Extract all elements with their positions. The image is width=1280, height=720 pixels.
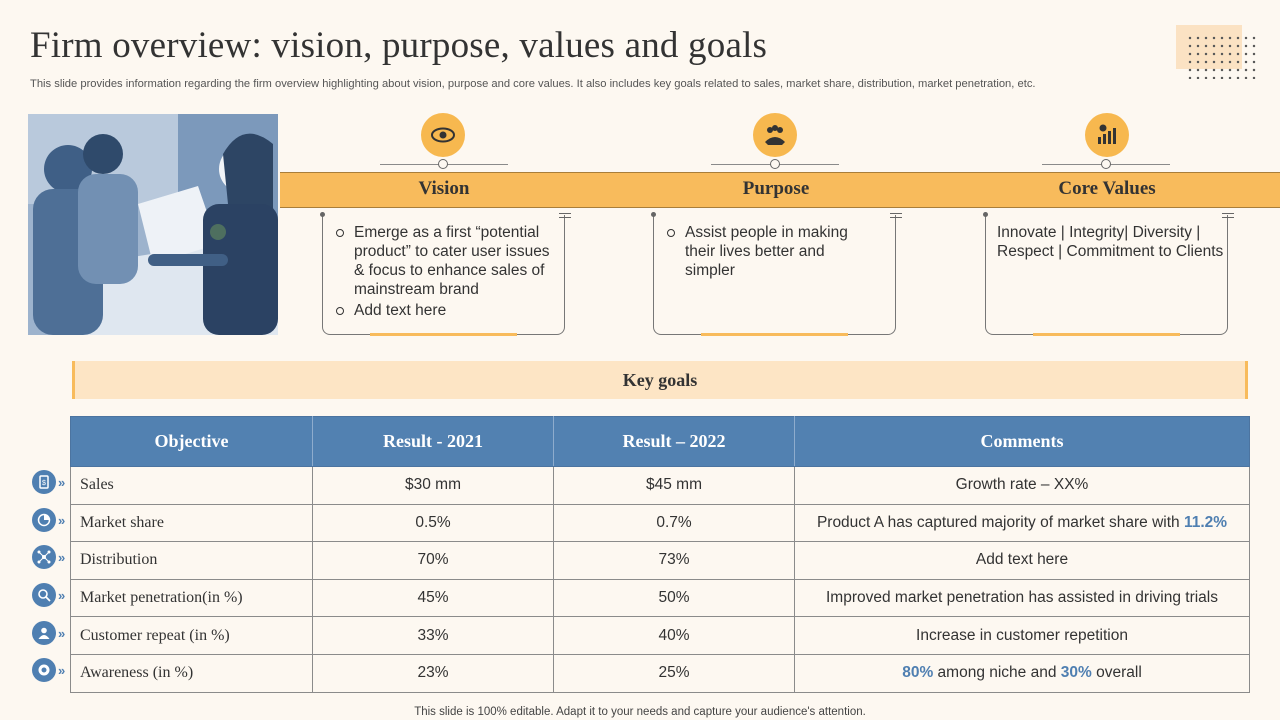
key-goals-table: Objective Result - 2021 Result – 2022 Co… xyxy=(70,416,1250,693)
header-objective: Objective xyxy=(70,416,313,467)
result-2022-cell: 50% xyxy=(553,578,795,618)
growth-chart-icon xyxy=(1085,113,1129,157)
magnifier-icon xyxy=(32,583,56,607)
objective-cell: Sales xyxy=(70,466,313,505)
eye-icon xyxy=(421,113,465,157)
stem-dot-vision xyxy=(438,159,448,169)
objective-cell: Customer repeat (in %) xyxy=(70,616,313,655)
distribution-icon xyxy=(32,545,56,569)
result-2021-cell: 70% xyxy=(312,541,554,580)
customer-icon xyxy=(32,621,56,645)
result-2022-cell: 40% xyxy=(553,616,795,655)
core-values-heading: Core Values xyxy=(1058,178,1156,199)
result-2021-cell: $30 mm xyxy=(312,466,554,505)
objective-cell: Market share xyxy=(70,503,313,543)
stem-dot-core-values xyxy=(1101,159,1111,169)
header-comments: Comments xyxy=(794,416,1250,467)
objective-cell: Distribution xyxy=(70,541,313,580)
comment-cell: 80% among niche and 30% overall xyxy=(794,653,1250,693)
chevron-right-icon: » xyxy=(58,588,66,603)
comment-cell: Product A has captured majority of marke… xyxy=(794,503,1250,543)
decorative-dots xyxy=(1176,25,1260,79)
result-2022-cell: $45 mm xyxy=(553,466,795,505)
objective-cell: Market penetration(in %) xyxy=(70,578,313,618)
result-2021-cell: 0.5% xyxy=(312,503,554,543)
table-row: Sales $30 mm $45 mm Growth rate – XX% xyxy=(70,466,1250,505)
chevron-right-icon: » xyxy=(58,663,66,678)
result-2022-cell: 25% xyxy=(553,653,795,693)
chevron-right-icon: » xyxy=(58,626,66,641)
vision-bullet-2: Add text here xyxy=(335,301,550,320)
purpose-card: Assist people in making their lives bett… xyxy=(651,212,902,336)
purpose-bullet-1: Assist people in making their lives bett… xyxy=(666,223,861,280)
key-goals-heading: Key goals xyxy=(72,361,1248,399)
core-values-card: Innovate | Integrity| Diversity | Respec… xyxy=(983,212,1234,336)
svg-text:$: $ xyxy=(42,480,46,487)
chevron-right-icon: » xyxy=(58,475,66,490)
comment-highlight: 30% xyxy=(1060,664,1092,682)
comment-cell: Add text here xyxy=(794,541,1250,580)
comment-text: overall xyxy=(1091,664,1142,682)
team-meeting-photo xyxy=(28,114,278,335)
comment-text: Product A has captured majority of marke… xyxy=(816,513,1184,531)
comment-cell: Growth rate – XX% xyxy=(794,466,1250,505)
comment-cell: Increase in customer repetition xyxy=(794,616,1250,655)
purpose-heading: Purpose xyxy=(742,178,810,199)
core-values-text: Innovate | Integrity| Diversity | Respec… xyxy=(997,224,1224,260)
result-2021-cell: 45% xyxy=(312,578,554,618)
stem-dot-purpose xyxy=(770,159,780,169)
comment-text: among niche and xyxy=(933,664,1061,682)
table-row: Market penetration(in %) 45% 50% Improve… xyxy=(70,578,1250,618)
sales-icon: $ xyxy=(32,470,56,494)
team-icon xyxy=(753,113,797,157)
table-row: Awareness (in %) 23% 25% 80% among niche… xyxy=(70,653,1250,693)
comment-cell: Improved market penetration has assisted… xyxy=(794,578,1250,618)
result-2022-cell: 73% xyxy=(553,541,795,580)
result-2021-cell: 23% xyxy=(312,653,554,693)
header-result-2022: Result – 2022 xyxy=(553,416,795,467)
comment-highlight: 11.2% xyxy=(1183,513,1228,531)
awareness-icon xyxy=(32,658,56,682)
vision-heading: Vision xyxy=(418,178,470,199)
market-share-icon xyxy=(32,508,56,532)
page-title: Firm overview: vision, purpose, values a… xyxy=(30,25,768,66)
vision-bullet-1: Emerge as a first “potential product” to… xyxy=(335,223,550,299)
page-subtitle: This slide provides information regardin… xyxy=(30,78,1036,90)
heading-band xyxy=(280,172,1280,208)
header-result-2021: Result - 2021 xyxy=(312,416,554,467)
table-row: Customer repeat (in %) 33% 40% Increase … xyxy=(70,616,1250,655)
table-row: Distribution 70% 73% Add text here xyxy=(70,541,1250,580)
objective-cell: Awareness (in %) xyxy=(70,653,313,693)
chevron-right-icon: » xyxy=(58,513,66,528)
result-2021-cell: 33% xyxy=(312,616,554,655)
result-2022-cell: 0.7% xyxy=(553,503,795,543)
chevron-right-icon: » xyxy=(58,550,66,565)
comment-highlight: 80% xyxy=(902,664,934,682)
footer-note: This slide is 100% editable. Adapt it to… xyxy=(414,706,866,718)
table-header-row: Objective Result - 2021 Result – 2022 Co… xyxy=(70,416,1250,467)
table-row: Market share 0.5% 0.7% Product A has cap… xyxy=(70,503,1250,543)
vision-card: Emerge as a first “potential product” to… xyxy=(320,212,571,336)
